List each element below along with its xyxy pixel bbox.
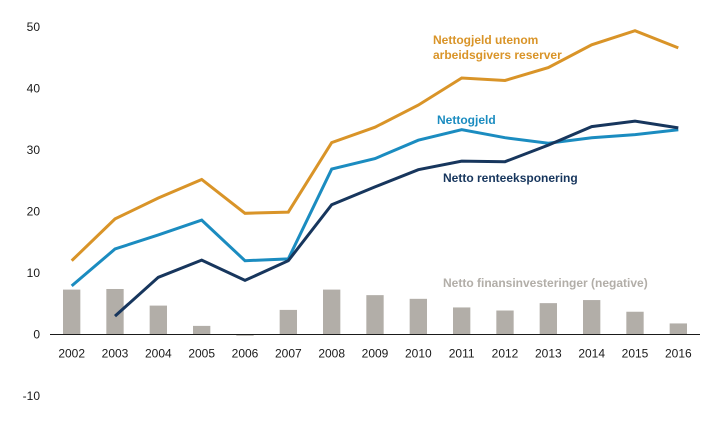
x-tick-label: 2005 <box>188 347 215 361</box>
x-tick-label: 2016 <box>665 347 692 361</box>
x-tick-label: 2007 <box>275 347 302 361</box>
bar-netto-finansinvesteringer-negative-2007 <box>279 309 297 335</box>
x-tick-label: 2012 <box>492 347 519 361</box>
bar-netto-finansinvesteringer-negative-2012 <box>496 310 514 335</box>
bar-netto-finansinvesteringer-negative-2008 <box>323 289 341 335</box>
x-tick-label: 2006 <box>232 347 259 361</box>
y-tick-label: 50 <box>27 20 41 34</box>
series-label-netto-finansinvesteringer-negative: Netto finansinvesteringer (negative) <box>443 276 648 290</box>
series-label-nettogjeld: Nettogjeld <box>437 113 496 127</box>
y-tick-label: 0 <box>33 328 40 342</box>
x-tick-label: 2002 <box>58 347 85 361</box>
bar-netto-finansinvesteringer-negative-2005 <box>193 325 211 335</box>
bar-netto-finansinvesteringer-negative-2015 <box>626 311 644 335</box>
line-nettogjeld-utenom-arbeidsgivers-reserver <box>70 29 679 262</box>
series-label-nettogjeld-utenom-arbeidsgivers-reserver: arbeidsgivers reserver <box>433 48 562 62</box>
bar-netto-finansinvesteringer-negative-2006 <box>236 334 254 336</box>
bar-netto-finansinvesteringer-negative-2010 <box>409 298 427 335</box>
y-axis: -10 0 10 20 30 40 50 <box>23 20 41 403</box>
y-tick-label: -10 <box>23 389 41 403</box>
series-label-nettogjeld-utenom-arbeidsgivers-reserver: Nettogjeld utenom <box>433 33 538 47</box>
bar-netto-finansinvesteringer-negative-2009 <box>366 295 384 335</box>
bar-netto-finansinvesteringer-negative-2003 <box>106 288 124 335</box>
x-axis: 2002 2003 2004 2005 2006 2007 2008 2009 2010 2011… <box>58 347 692 361</box>
y-tick-label: 40 <box>27 82 41 96</box>
x-tick-label: 2008 <box>318 347 345 361</box>
x-tick-label: 2003 <box>102 347 129 361</box>
bar-netto-finansinvesteringer-negative-2002 <box>63 289 81 335</box>
bar-netto-finansinvesteringer-negative-2013 <box>539 303 557 335</box>
bar-netto-finansinvesteringer-negative-2016 <box>669 323 687 335</box>
bar-layer <box>63 288 687 336</box>
line-nettogjeld <box>70 128 679 288</box>
y-tick-label: 10 <box>27 266 41 280</box>
x-tick-label: 2015 <box>622 347 649 361</box>
x-tick-label: 2009 <box>362 347 389 361</box>
y-tick-label: 30 <box>27 143 41 157</box>
x-tick-label: 2011 <box>449 347 475 361</box>
bar-netto-finansinvesteringer-negative-2014 <box>583 300 601 335</box>
line-netto-renteeksponering <box>113 119 679 318</box>
y-tick-label: 20 <box>27 205 41 219</box>
x-tick-label: 2014 <box>578 347 605 361</box>
bar-netto-finansinvesteringer-negative-2011 <box>453 307 471 335</box>
x-tick-label: 2010 <box>405 347 432 361</box>
bar-netto-finansinvesteringer-negative-2004 <box>149 305 167 335</box>
x-tick-label: 2004 <box>145 347 172 361</box>
line-layer <box>70 29 679 318</box>
x-tick-label: 2013 <box>535 347 562 361</box>
series-label-netto-renteeksponering: Netto renteeksponering <box>443 171 578 185</box>
